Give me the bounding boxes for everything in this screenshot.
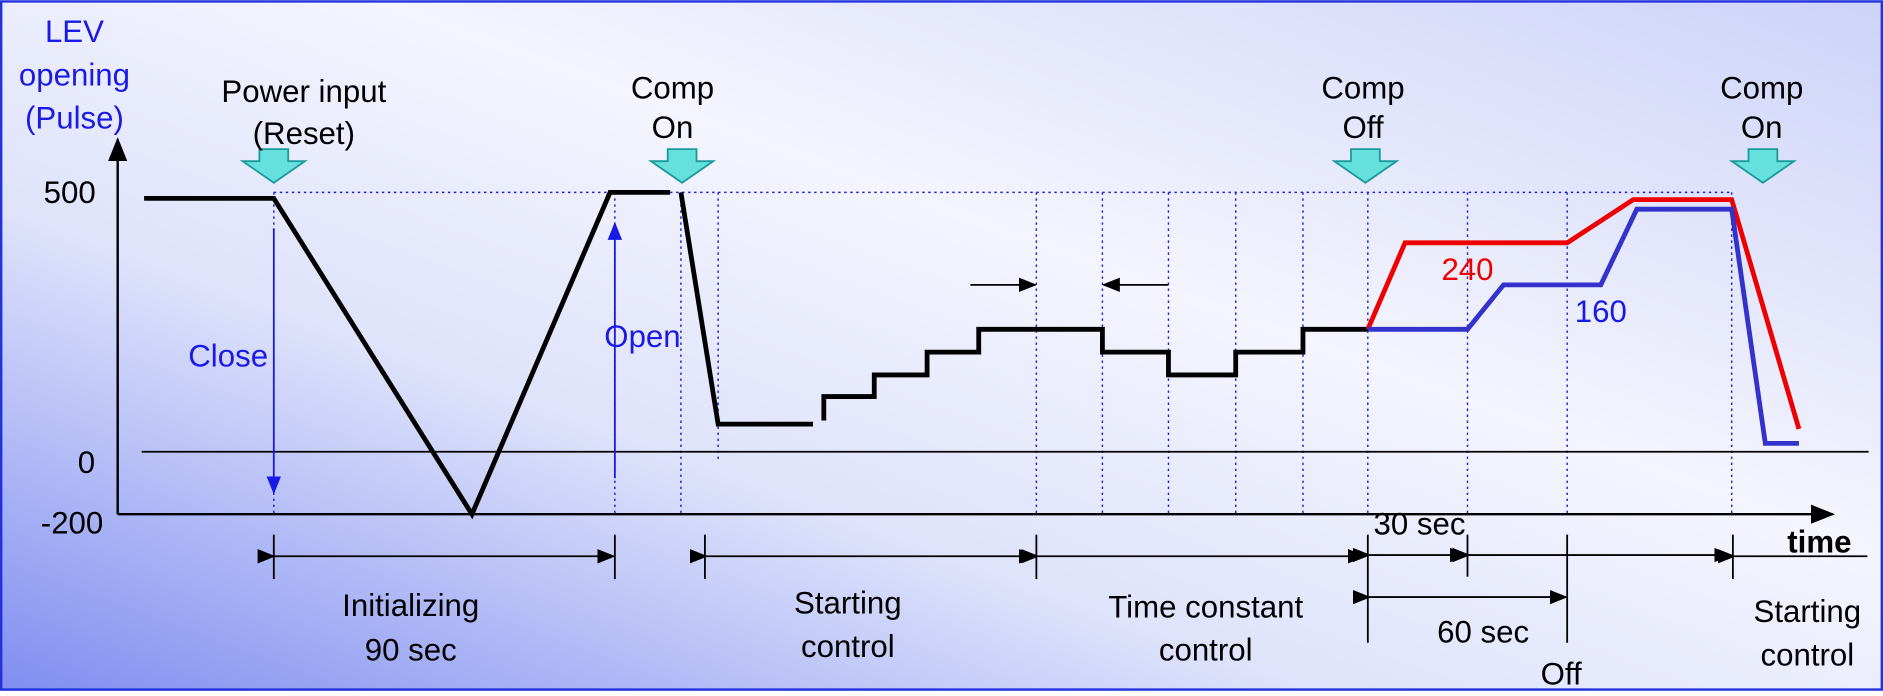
event-label: Comp bbox=[1321, 71, 1404, 106]
direction-arrows bbox=[266, 221, 623, 495]
event-label: Comp bbox=[631, 71, 714, 106]
event-arrows bbox=[239, 148, 1798, 184]
phase-label: control bbox=[801, 629, 895, 664]
lev-curve bbox=[144, 189, 1368, 520]
phase-label: 30 sec bbox=[1373, 506, 1465, 541]
x-axis-label: time bbox=[1787, 524, 1851, 559]
open-label: Open bbox=[604, 319, 680, 354]
y-axis-label: opening bbox=[19, 57, 130, 92]
labels: LEV opening (Pulse) 500 0 -200 Power inp… bbox=[19, 14, 1861, 691]
close-label: Close bbox=[188, 338, 268, 373]
phase-label: Time constant bbox=[1108, 589, 1303, 624]
phase-label: Starting bbox=[794, 586, 902, 621]
red-curve bbox=[1365, 197, 1802, 430]
event-label: (Reset) bbox=[253, 116, 355, 151]
phase-label: 90 sec bbox=[365, 633, 457, 668]
y-tick-label: -200 bbox=[41, 505, 103, 540]
event-label: On bbox=[652, 110, 694, 145]
axes bbox=[108, 137, 1869, 524]
phase-label: Starting bbox=[1754, 594, 1862, 629]
y-tick-label: 0 bbox=[78, 445, 95, 480]
event-label: Comp bbox=[1720, 71, 1803, 106]
phase-label: control bbox=[1760, 637, 1854, 672]
phase-label: control bbox=[1159, 633, 1253, 668]
guides bbox=[273, 191, 1733, 515]
phase-label: Off bbox=[1541, 657, 1582, 691]
dimension-lines bbox=[257, 277, 1868, 643]
event-label: Off bbox=[1342, 110, 1383, 145]
y-axis-label: LEV bbox=[45, 14, 104, 49]
event-label: On bbox=[1741, 110, 1783, 145]
red-level-label: 240 bbox=[1441, 252, 1493, 287]
blue-level-label: 160 bbox=[1575, 294, 1627, 329]
event-label: Power input bbox=[221, 74, 386, 109]
phase-label: Initializing bbox=[342, 588, 479, 623]
y-tick-label: 500 bbox=[44, 175, 96, 210]
blue-curve bbox=[1367, 206, 1799, 446]
y-axis-label: (Pulse) bbox=[25, 101, 124, 136]
phase-label: 60 sec bbox=[1437, 615, 1529, 650]
